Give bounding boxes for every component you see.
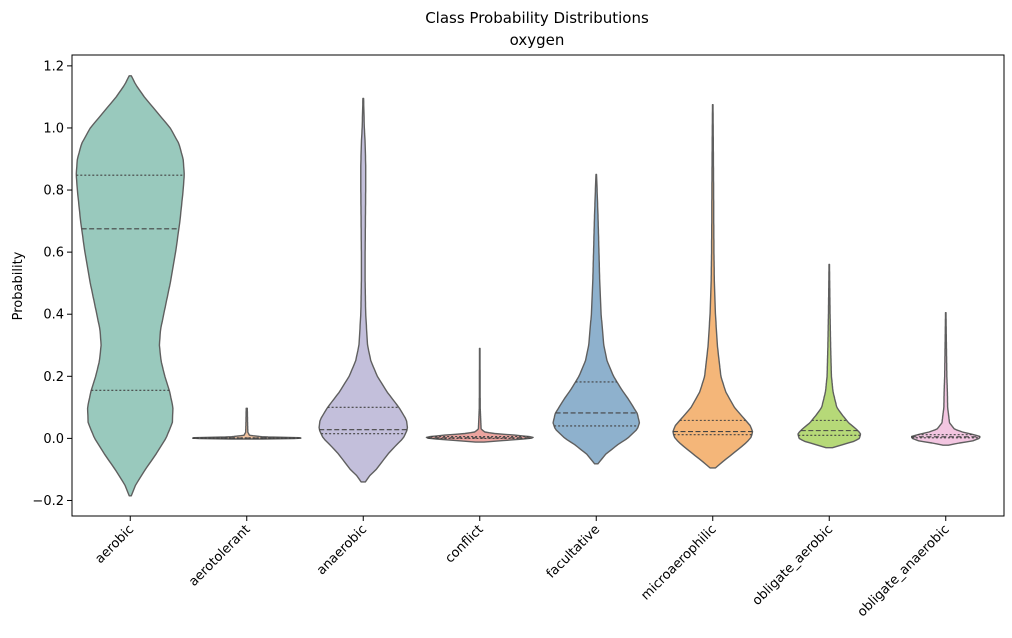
y-axis-label: Probability — [11, 251, 26, 320]
y-tick-label: 0.2 — [43, 370, 64, 385]
x-tick-label: obligate_anaerobic — [855, 522, 953, 620]
x-tick-label: facultative — [544, 522, 603, 581]
y-tick-label: 1.0 — [43, 121, 64, 136]
x-tick-label: conflict — [442, 522, 486, 566]
violin-anaerobic — [318, 97, 409, 483]
x-axis: aerobic aerotolerant anaerobic conflict facu… — [93, 516, 953, 620]
y-tick-label: 0.8 — [43, 184, 64, 199]
violin-facultative — [552, 173, 641, 465]
y-tick-label: 0.4 — [43, 308, 64, 323]
y-tick-label: 1.2 — [43, 59, 64, 74]
y-tick-label: −0.2 — [32, 494, 64, 509]
violin-obligate_aerobic — [797, 263, 862, 449]
chart-title: Class Probability Distributions — [425, 9, 649, 27]
y-axis: −0.2 0.0 0.2 0.4 0.6 0.8 1.0 1.2 — [32, 59, 72, 509]
x-tick-label: microaerophilic — [638, 522, 719, 603]
chart-subtitle: oxygen — [510, 31, 565, 49]
y-tick-label: 0.6 — [43, 246, 64, 261]
x-tick-label: aerotolerant — [186, 522, 253, 589]
x-tick-label: anaerobic — [314, 522, 370, 578]
violin-obligate_anaerobic — [911, 312, 981, 446]
violin-aerobic — [75, 75, 185, 497]
plot-frame — [71, 54, 1005, 517]
violins-layer — [75, 75, 981, 497]
violin-conflict — [425, 347, 534, 443]
x-tick-label: aerobic — [93, 522, 138, 567]
y-tick-label: 0.0 — [43, 432, 64, 447]
violin-aerotolerant — [192, 407, 302, 440]
x-tick-label: obligate_aerobic — [750, 522, 836, 608]
violin-microaerophilic — [672, 104, 754, 469]
